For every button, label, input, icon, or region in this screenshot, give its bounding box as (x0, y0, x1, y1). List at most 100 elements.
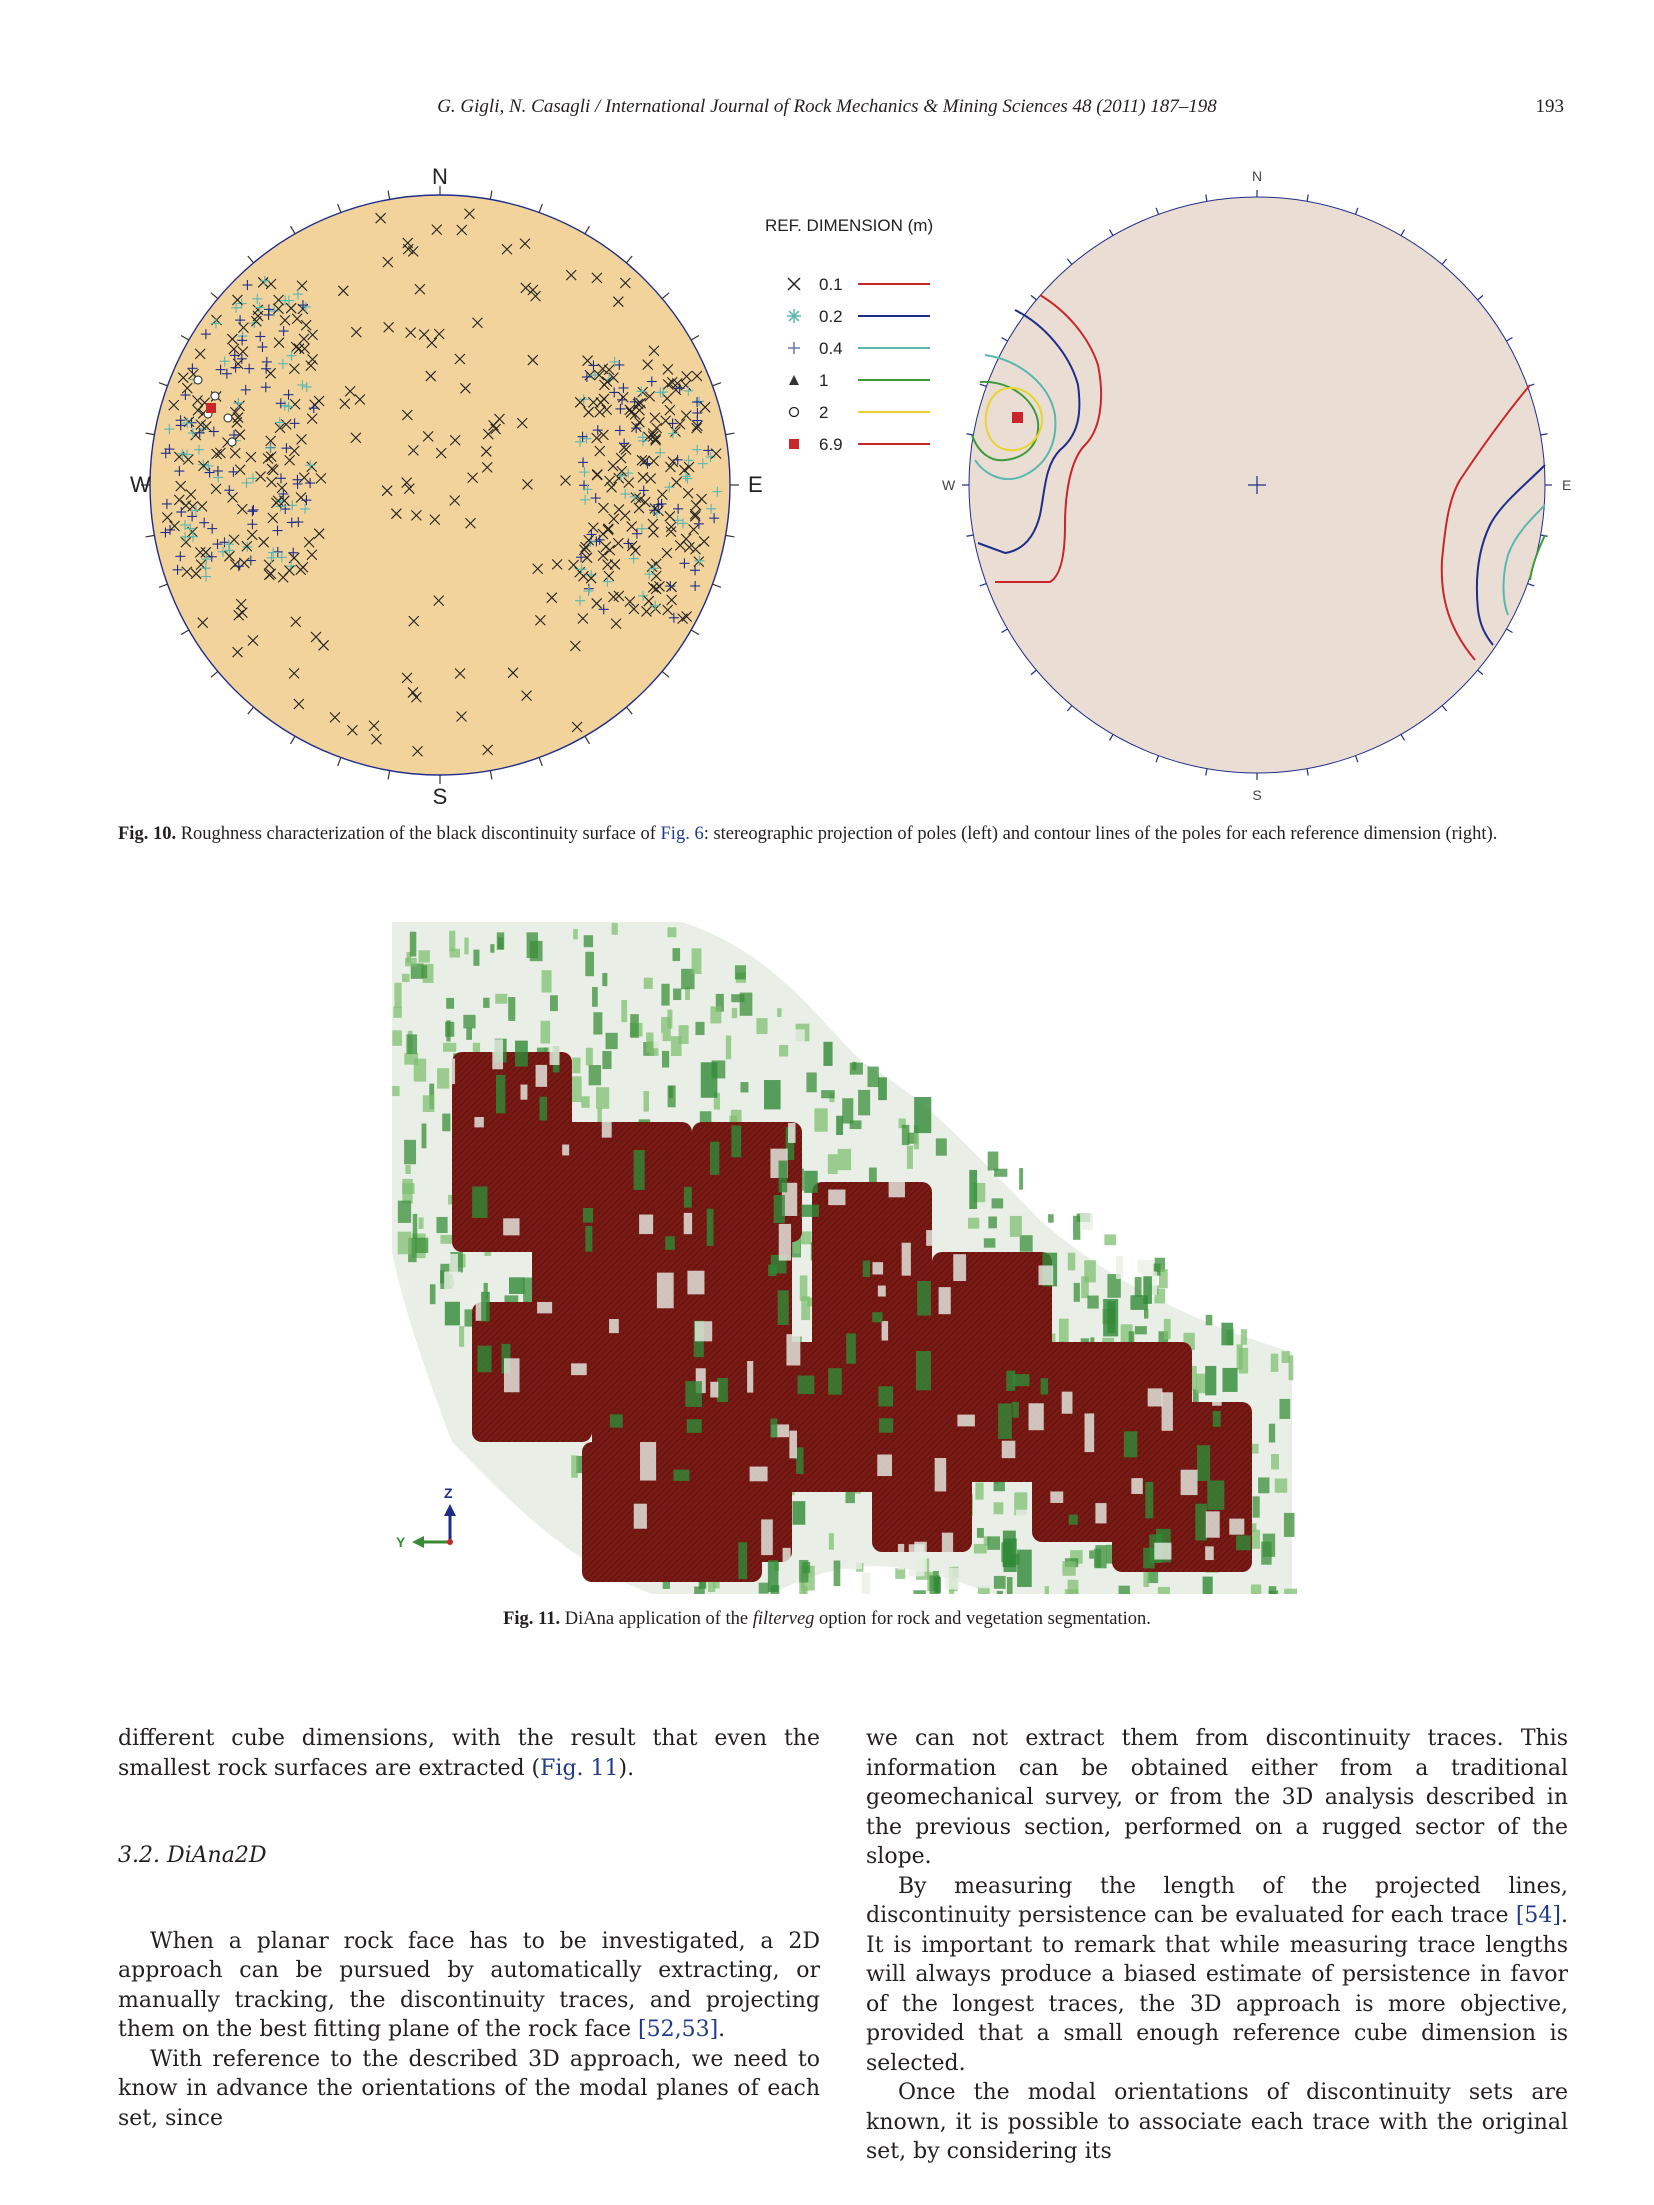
vegetation-patch (1250, 1584, 1262, 1594)
vegetation-patch (1120, 1324, 1133, 1349)
pole-marker (429, 514, 441, 526)
pole-marker (401, 409, 413, 421)
pole-marker (168, 399, 180, 411)
pole-marker (296, 433, 307, 445)
pole-marker (520, 282, 532, 294)
pole-marker (292, 478, 303, 489)
vegetation-patch (1061, 1391, 1073, 1414)
pole-marker (626, 521, 638, 532)
vegetation-patch (1183, 1332, 1195, 1351)
pole-marker (408, 615, 420, 627)
pole-marker (288, 668, 300, 679)
vegetation-patch (1015, 1509, 1031, 1526)
vegetation-patch (934, 1576, 941, 1594)
pole-marker (601, 404, 613, 416)
vegetation-patch (1116, 1255, 1124, 1280)
pole-marker (337, 285, 349, 297)
vegetation-patch (1143, 1562, 1150, 1588)
vegetation-patch (656, 1272, 674, 1309)
pole-marker (602, 559, 613, 570)
legend-label: 1 (819, 371, 828, 390)
vegetation-patch (646, 1032, 654, 1053)
reference-52-53-link[interactable]: [52,53] (638, 2017, 719, 2042)
pole-marker (278, 488, 289, 499)
vegetation-patch (1068, 1514, 1078, 1525)
vegetation-patch (1084, 1413, 1095, 1453)
pole-marker (637, 435, 648, 446)
pole-marker (350, 326, 362, 338)
vegetation-patch (474, 1117, 484, 1128)
vegetation-patch (782, 1547, 791, 1570)
pole-marker (232, 294, 243, 306)
pole-marker (647, 581, 659, 593)
vegetation-patch (790, 1029, 805, 1062)
pole-marker (181, 382, 193, 394)
pole-marker (693, 518, 704, 529)
pole-marker (581, 552, 593, 564)
vegetation-patch (828, 1368, 842, 1395)
pole-marker (494, 413, 505, 425)
vegetation-patch (1104, 1234, 1117, 1246)
pole-marker (260, 382, 271, 393)
tick-mark (489, 190, 493, 200)
pole-marker (649, 505, 660, 516)
pole-marker (207, 523, 218, 534)
vegetation-patch (1147, 1388, 1163, 1407)
pole-marker (307, 329, 318, 341)
vegetation-patch (464, 937, 469, 955)
vegetation-patch (993, 1502, 1004, 1515)
vegetation-patch (915, 1351, 931, 1391)
pole-marker (480, 446, 492, 457)
vegetation-patch (595, 1087, 610, 1109)
vegetation-patch (706, 1208, 714, 1246)
vegetation-patch (898, 1118, 906, 1129)
pole-marker (339, 398, 351, 410)
vegetation-patch (998, 1403, 1012, 1439)
figure-11-link[interactable]: Fig. 11 (540, 1755, 619, 1781)
vegetation-patch (907, 1132, 918, 1144)
vegetation-patch (1001, 1440, 1016, 1459)
vegetation-patch (540, 1020, 551, 1044)
tick-mark (725, 432, 735, 436)
right-paragraph-3: Once the modal orientations of discontin… (866, 2080, 1568, 2164)
pole-marker (206, 551, 217, 562)
pole-marker (292, 289, 303, 300)
vegetation-patch (777, 1008, 782, 1018)
figure-11-label: Fig. 11. (503, 1609, 561, 1629)
pole-marker (255, 471, 266, 482)
vegetation-patch (1134, 1326, 1147, 1335)
vegetation-patch (483, 997, 490, 1008)
vegetation-patch (520, 1084, 528, 1100)
vegetation-patch (413, 1058, 427, 1082)
pole-marker (662, 363, 674, 375)
vegetation-patch (872, 1312, 883, 1323)
vegetation-patch (847, 1540, 862, 1570)
vegetation-patch (1270, 1353, 1279, 1372)
pole-marker (273, 303, 284, 315)
pole-marker (688, 524, 700, 535)
pole-marker (693, 556, 705, 568)
right-paragraph-2: By measuring the length of the projected… (866, 1873, 1568, 2076)
pole-marker (682, 487, 694, 499)
tick-mark (712, 382, 722, 387)
figure-6-link[interactable]: Fig. 6 (660, 824, 704, 844)
pole-marker (586, 529, 597, 540)
pole-marker (224, 485, 235, 496)
pole-marker (691, 370, 703, 382)
pole-marker (410, 510, 422, 521)
reference-54-link[interactable]: [54] (1515, 1903, 1561, 1928)
pole-marker (644, 390, 656, 402)
pole-marker (673, 503, 684, 514)
pole-marker (571, 721, 583, 733)
pole-marker (680, 471, 691, 482)
vegetation-patch (687, 1270, 705, 1295)
tick-mark (1030, 669, 1037, 676)
contour-1-west (971, 380, 1040, 462)
vegetation-patch (1207, 1480, 1225, 1510)
vegetation-patch (715, 993, 724, 1012)
tick-mark (979, 383, 987, 388)
vegetation-patch (609, 1414, 623, 1428)
vegetation-patch (1009, 1215, 1022, 1237)
legend-entry: 6.9 (789, 435, 930, 454)
pole-marker (285, 302, 297, 314)
